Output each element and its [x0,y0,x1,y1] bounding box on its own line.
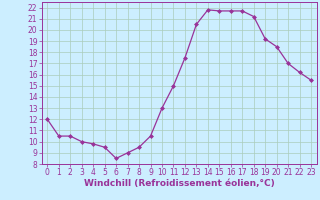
X-axis label: Windchill (Refroidissement éolien,°C): Windchill (Refroidissement éolien,°C) [84,179,275,188]
